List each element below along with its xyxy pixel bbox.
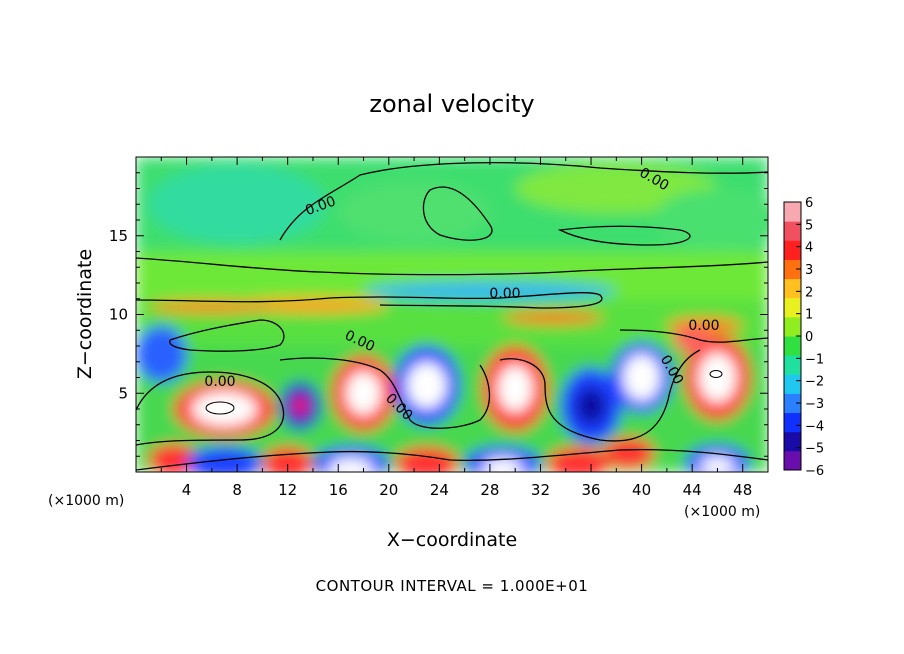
x-tick-label: 32 xyxy=(531,481,550,499)
x-unit-left: (×1000 m) xyxy=(48,493,124,509)
contour-line xyxy=(136,371,285,446)
contour-line xyxy=(169,319,285,352)
colorbar-tick-label: 3 xyxy=(805,263,813,278)
field-cell xyxy=(654,188,768,252)
colorbar-swatch xyxy=(784,393,801,414)
colorbar: 6 5 4 3 2 1 0 −1 −2 −3 −4 −5 −6 xyxy=(783,196,824,479)
x-tick-label: 12 xyxy=(278,481,297,499)
y-axis-label: Z−coordinate xyxy=(74,249,96,379)
field-cell xyxy=(603,437,655,469)
contour-line xyxy=(709,370,723,378)
colorbar-swatch xyxy=(784,412,801,433)
colorbar-tick-label: −5 xyxy=(805,442,824,457)
x-tick-label: 8 xyxy=(232,481,242,499)
field-cell xyxy=(148,164,326,244)
colorbar-swatch xyxy=(784,336,801,356)
x-unit-right: (×1000 m) xyxy=(684,504,760,520)
field-cell xyxy=(497,364,533,413)
colorbar-swatch xyxy=(784,374,801,394)
contour-line xyxy=(136,257,768,276)
field-cell xyxy=(262,446,313,472)
colorbar-swatch xyxy=(784,278,801,299)
field-cell xyxy=(292,396,308,416)
field-cell xyxy=(363,281,617,301)
field-cell xyxy=(406,361,447,409)
field-cell xyxy=(622,353,661,402)
x-tick-label: 4 xyxy=(182,481,192,499)
colorbar-swatch xyxy=(784,221,801,241)
x-axis-label: X−coordinate xyxy=(387,529,517,551)
colorbar-swatch xyxy=(784,259,801,280)
field-cell xyxy=(395,446,459,472)
field-cell xyxy=(345,371,382,416)
contour-interval-note: CONTOUR INTERVAL = 1.000E+01 xyxy=(315,577,589,595)
colorbar-swatch xyxy=(784,316,801,337)
field-cell xyxy=(575,386,607,425)
contour-line xyxy=(279,162,768,241)
colorbar-tick-label: −4 xyxy=(805,419,824,434)
colorbar-tick-label: 0 xyxy=(805,330,813,345)
colorbar-tick-label: 6 xyxy=(805,196,813,211)
x-tick-label: 40 xyxy=(632,481,651,499)
contour-line xyxy=(205,401,235,415)
colorbar-tick-label: 2 xyxy=(805,285,813,300)
contour-line xyxy=(136,292,603,309)
colorbar-swatch xyxy=(784,202,801,222)
field-cell xyxy=(328,457,374,472)
x-tick-label: 44 xyxy=(683,481,702,499)
field-cell xyxy=(699,456,736,472)
x-tick-label: 20 xyxy=(379,481,398,499)
field-cell xyxy=(136,325,187,383)
colorbar-swatch xyxy=(784,297,801,318)
x-tick-label: 48 xyxy=(733,481,752,499)
colorbar-swatch xyxy=(784,240,801,260)
colorbar-swatch xyxy=(784,355,801,375)
contour-line xyxy=(499,349,701,442)
contour-lines xyxy=(136,162,768,471)
colorbar-tick-label: 5 xyxy=(805,218,813,233)
field-cell xyxy=(482,457,523,472)
contour-line xyxy=(136,449,768,471)
colorbar-tick-label: 1 xyxy=(805,308,813,323)
colorbar-tick-label: −1 xyxy=(805,352,824,367)
field-cell xyxy=(338,180,490,244)
x-tick-label: 24 xyxy=(430,481,449,499)
x-tick-label: 28 xyxy=(480,481,499,499)
y-tick-label: 10 xyxy=(109,306,128,324)
contour-label: 0.00 xyxy=(489,286,520,302)
field-cell xyxy=(148,300,276,313)
contour-line xyxy=(422,186,493,241)
field-cell xyxy=(502,311,604,324)
y-tick-label: 15 xyxy=(109,227,128,245)
x-tick-label: 36 xyxy=(581,481,600,499)
contour-label: 0.00 xyxy=(204,374,235,390)
colorbar-tick-label: −6 xyxy=(805,464,824,479)
plot-area xyxy=(136,157,768,472)
y-tick-label: 5 xyxy=(118,384,128,402)
contour-line xyxy=(279,357,491,429)
velocity-field xyxy=(136,157,768,472)
chart-title: zonal velocity xyxy=(369,90,534,118)
colorbar-tick-label: 4 xyxy=(805,241,813,256)
contour-label: 0.00 xyxy=(688,318,719,334)
colorbar-swatch xyxy=(784,450,801,471)
field-cell xyxy=(546,446,610,472)
colorbar-tick-label: −2 xyxy=(805,375,824,390)
colorbar-tick-label: −3 xyxy=(805,397,824,412)
colorbar-swatch xyxy=(784,431,801,452)
contour-line xyxy=(557,225,691,246)
x-tick-label: 16 xyxy=(329,481,348,499)
field-cell xyxy=(191,391,258,427)
contour-line xyxy=(619,329,768,343)
field-cell xyxy=(673,327,712,353)
